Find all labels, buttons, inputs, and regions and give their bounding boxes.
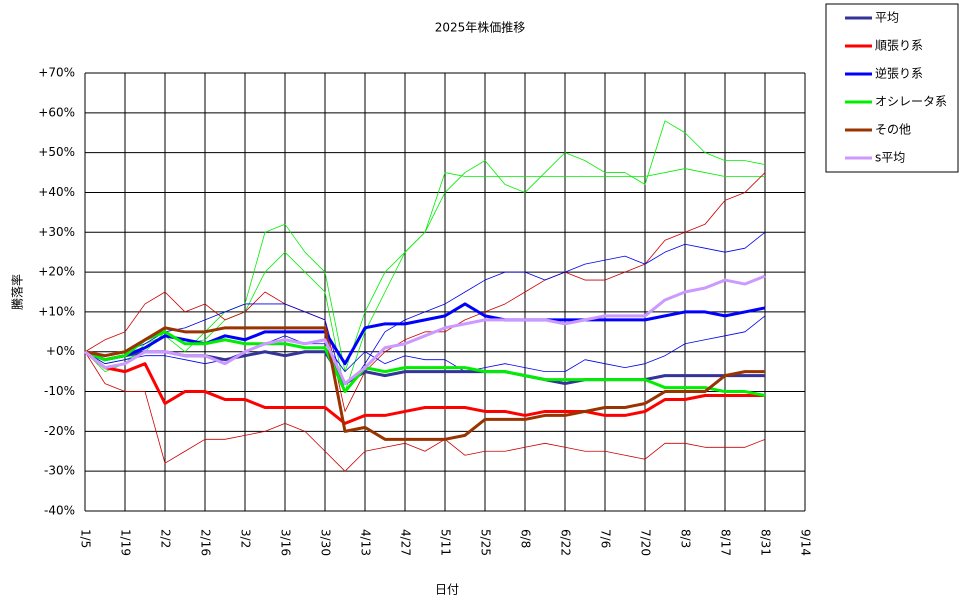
x-tick-label: 5/25 xyxy=(479,529,493,556)
data-line xyxy=(84,350,765,425)
y-tick-label: +40% xyxy=(38,185,75,199)
legend-label: 平均 xyxy=(875,11,899,25)
y-tick-label: +70% xyxy=(38,66,75,80)
data-line xyxy=(84,326,765,441)
x-tick-label: 6/22 xyxy=(559,529,573,556)
y-tick-label: +20% xyxy=(38,265,75,279)
y-tick-label: -40% xyxy=(44,504,75,518)
x-tick-label: 4/27 xyxy=(399,529,413,556)
x-tick-label: 4/13 xyxy=(359,529,373,556)
x-tick-label: 9/14 xyxy=(799,529,813,556)
legend-label: 逆張り系 xyxy=(875,66,923,81)
x-tick-label: 2/2 xyxy=(159,529,173,548)
x-tick-label: 5/11 xyxy=(439,529,453,556)
y-tick-label: +60% xyxy=(38,105,75,119)
data-line xyxy=(84,274,766,386)
legend-label: 順張り系 xyxy=(875,39,923,53)
x-axis-title: 日付 xyxy=(435,583,459,597)
x-tick-label: 7/20 xyxy=(639,529,653,556)
legend-label: s平均 xyxy=(875,151,905,165)
x-tick-label: 6/8 xyxy=(519,529,533,548)
x-tick-label: 8/3 xyxy=(679,529,693,548)
data-line xyxy=(84,172,766,412)
x-tick-label: 1/5 xyxy=(79,529,93,548)
y-axis-title: 騰落率 xyxy=(10,274,25,310)
y-tick-label: -30% xyxy=(44,464,75,478)
chart-title: 2025年株価推移 xyxy=(435,20,526,35)
y-tick-label: +10% xyxy=(38,304,75,318)
y-tick-label: +0% xyxy=(46,344,75,358)
data-line xyxy=(84,168,765,392)
y-tick-label: +50% xyxy=(38,145,75,159)
y-tick-label: -20% xyxy=(44,424,75,438)
legend-label: その他 xyxy=(875,123,911,137)
x-tick-label: 8/31 xyxy=(759,529,773,556)
data-line xyxy=(84,351,766,472)
x-tick-label: 3/16 xyxy=(279,529,293,556)
x-tick-label: 8/17 xyxy=(719,529,733,556)
data-line xyxy=(84,120,766,373)
x-tick-label: 3/2 xyxy=(239,529,253,548)
data-line xyxy=(84,231,766,392)
x-tick-label: 3/30 xyxy=(319,529,333,556)
legend-box xyxy=(825,3,959,173)
y-tick-label: -10% xyxy=(44,384,75,398)
x-tick-label: 1/19 xyxy=(119,529,133,556)
data-line xyxy=(84,315,766,373)
legend-label: オシレータ系 xyxy=(875,95,947,109)
x-tick-label: 2/16 xyxy=(199,529,213,556)
data-line xyxy=(84,330,766,397)
x-tick-label: 7/6 xyxy=(599,529,613,548)
y-tick-label: +30% xyxy=(38,225,75,239)
